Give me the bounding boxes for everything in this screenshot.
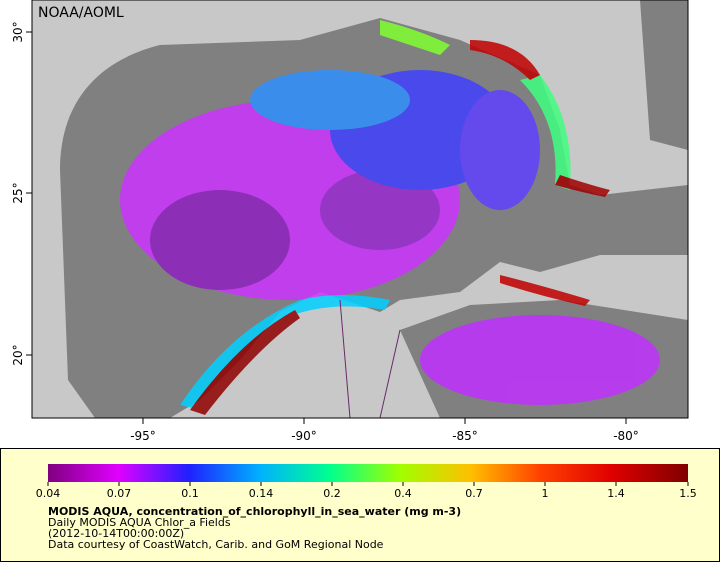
legend-line: Daily MODIS AQUA Chlor_a Fields <box>48 516 231 529</box>
lon-label: -90° <box>291 429 317 443</box>
legend-line: Data courtesy of CoastWatch, Carib. and … <box>48 538 384 551</box>
lon-label: -95° <box>130 429 156 443</box>
map-frame <box>31 0 689 419</box>
colorbar-label: 0.4 <box>394 487 412 500</box>
colorbar-label: 0.04 <box>36 487 61 500</box>
colorbar-ticks: 0.04 0.07 0.1 0.14 0.2 0.4 0.7 1 1.4 1.5 <box>36 482 697 500</box>
axes: 30° 25° 20° -95° -90° -85° -80° <box>11 21 639 443</box>
colorbar-label: 0.7 <box>465 487 483 500</box>
ocean-atlantic <box>640 0 688 150</box>
colorbar-label: 0.2 <box>323 487 341 500</box>
lat-label: 20° <box>11 344 25 365</box>
lon-label: -85° <box>452 429 478 443</box>
legend-title: MODIS AQUA, concentration_of_chlorophyll… <box>48 505 461 518</box>
chlorophyll-field <box>120 20 660 415</box>
colorbar-label: 1 <box>542 487 549 500</box>
colorbar <box>48 464 688 482</box>
lat-label: 25° <box>11 182 25 203</box>
colorbar-label: 0.1 <box>181 487 199 500</box>
title-bg <box>36 3 136 23</box>
lon-label: -80° <box>613 429 639 443</box>
colorbar-label: 1.4 <box>607 487 625 500</box>
colorbar-label: 0.14 <box>249 487 274 500</box>
legend-line: (2012-10-14T00:00:00Z) <box>48 527 184 540</box>
lat-label: 30° <box>11 21 25 42</box>
colorbar-label: 1.5 <box>679 487 697 500</box>
title: NOAA/AOML <box>38 5 124 21</box>
colorbar-label: 0.07 <box>107 487 132 500</box>
map <box>32 0 688 418</box>
